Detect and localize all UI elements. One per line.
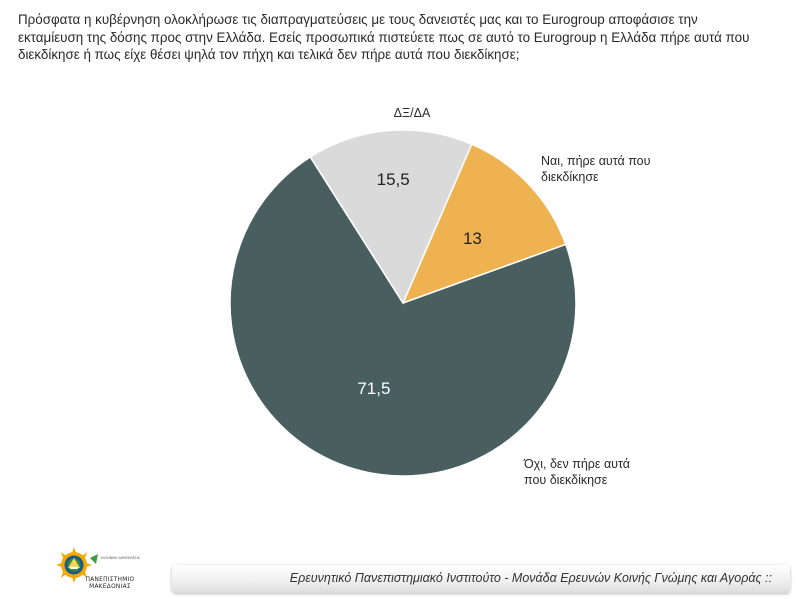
pie-category-label-line: ΔΞ/ΔΑ	[394, 106, 431, 120]
pie-value-label: 15,5	[377, 170, 410, 189]
question-line: διεκδίκησε ή πως είχε θέσει ψηλά τον πήχ…	[18, 47, 520, 62]
logo-caption-line: ΜΑΚΕΔΟΝΙΑΣ	[89, 584, 131, 590]
pie-category-label-line: διεκδίκησε	[541, 170, 599, 184]
logo-small-text: ΕΛΛΗΝΙΚΗ ΔΗΜΟΚΡΑΤΙΑ	[101, 556, 141, 560]
pie-slice	[401, 143, 567, 305]
question-line: εκταμίευση της δόσης προς στην Ελλάδα. Ε…	[18, 29, 750, 45]
pie-category-label-line: Όχι, δεν πήρε αυτά	[523, 457, 630, 471]
pie-slice	[229, 155, 577, 477]
pie-value-label: 13	[463, 229, 482, 248]
pie-category-label-line: που διεκδίκησε	[524, 473, 608, 487]
pie-category-label: ΔΞ/ΔΑ	[394, 106, 431, 120]
pie-value-labels: 13 71,5 15,5	[357, 170, 482, 398]
pie-category-labels: Ναι, πήρε αυτά που διεκδίκησε Όχι, δεν πήρ…	[394, 106, 651, 487]
pie-category-label: Όχι, δεν πήρε αυτά που διεκδίκησε	[523, 457, 630, 487]
pie-chart: 13 71,5 15,5 Ναι, πήρε αυτά που διεκδίκησε Ό…	[229, 106, 651, 487]
footer-band: Ερευνητικό Πανεπιστημιακό Ινστιτούτο - Μ…	[172, 565, 790, 593]
footer-institute-text: Ερευνητικό Πανεπιστημιακό Ινστιτούτο - Μ…	[289, 571, 772, 585]
pie-slices	[229, 129, 577, 477]
university-logo: ΕΛΛΗΝΙΚΗ ΔΗΜΟΚΡΑΤΙΑ	[56, 547, 141, 583]
question-line: Πρόσφατα η κυβέρνηση ολοκλήρωσε τις διαπ…	[18, 12, 698, 27]
pie-category-label-line: Ναι, πήρε αυτά που	[541, 154, 651, 168]
logo-caption: ΠΑΝΕΠΙΣΤΗΜΙΟ ΜΑΚΕΔΟΝΙΑΣ	[78, 577, 142, 591]
sun-emblem-icon	[56, 547, 92, 583]
survey-question: Πρόσφατα η κυβέρνηση ολοκλήρωσε τις διαπ…	[18, 11, 788, 64]
pie-slice	[309, 129, 473, 305]
green-leaf-icon	[90, 554, 98, 564]
pie-value-label: 71,5	[357, 379, 390, 398]
logo-caption-line: ΠΑΝΕΠΙΣΤΗΜΙΟ	[85, 577, 135, 583]
pie-category-label: Ναι, πήρε αυτά που διεκδίκησε	[541, 154, 651, 184]
